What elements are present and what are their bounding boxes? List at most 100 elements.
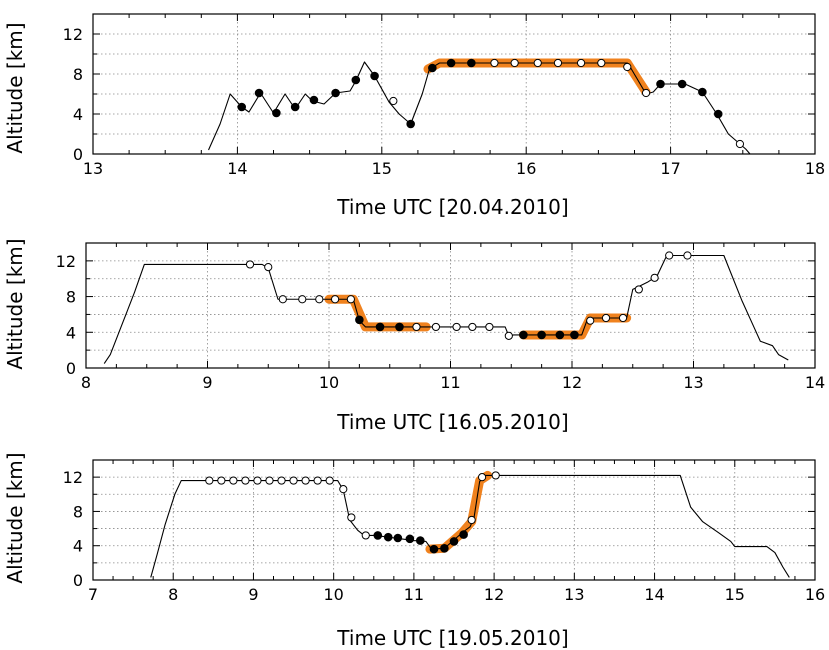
panel-1-open-marker (389, 96, 398, 106)
panel-1-chart: Altitude [km] Time UTC [20.04.2010] 13 14… (3, 13, 825, 219)
panel-3-filled-marker (393, 533, 403, 543)
panel-3-open-marker (241, 476, 250, 485)
panel-3-x-tick-label: 7 (88, 585, 98, 604)
panel-2-open-marker (412, 322, 421, 332)
panel-2-x-tick-label: 8 (81, 373, 91, 392)
panel-3-open-marker (229, 476, 238, 485)
panel-1-filled-marker (272, 108, 281, 118)
panel-1-y-axis-label: Altitude [km] (3, 22, 27, 153)
panel-1-x-tick-label: 17 (660, 159, 680, 178)
panel-1-altitude-line (208, 61, 751, 155)
panel-3-x-tick-label: 11 (404, 585, 424, 604)
panel-2-x-tick-label: 14 (805, 373, 825, 392)
panel-3-x-tick-label: 9 (248, 585, 258, 604)
panel-3-y-axis-label: Altitude [km] (3, 452, 27, 583)
panel-2-open-marker (278, 295, 287, 304)
panel-1-x-tick-label: 18 (805, 159, 825, 178)
panel-2-open-marker (683, 251, 692, 260)
panel-3-open-marker (217, 476, 226, 485)
panel-3-open-marker (313, 476, 322, 485)
panel-2-open-marker (330, 295, 340, 304)
panel-2-open-marker (468, 322, 477, 332)
panel-3-open-marker (253, 476, 262, 485)
panel-1-open-marker (490, 58, 499, 68)
panel-1-filled-marker (698, 87, 707, 97)
panel-3-y-tick-label: 12 (63, 468, 83, 487)
panel-2-filled-marker (537, 330, 546, 340)
panel-1-y-tick-label: 4 (73, 105, 83, 124)
panel-3-grid (93, 460, 815, 580)
panel-2-ticks: 8 9 10 11 12 13 14 0 4 8 12 (56, 242, 825, 392)
panel-1-open-marker (597, 58, 606, 68)
panel-3-x-tick-label: 13 (564, 585, 584, 604)
panel-2-x-tick-label: 12 (562, 373, 582, 392)
panel-3-y-tick-label: 4 (73, 537, 83, 556)
panel-2-y-tick-label: 12 (56, 252, 76, 271)
panel-3-x-tick-label: 12 (484, 585, 504, 604)
panel-2-x-tick-label: 13 (683, 373, 703, 392)
panel-3-filled-marker (405, 534, 415, 544)
panel-1-filled-marker (331, 88, 340, 98)
panel-3-chart: Altitude [km] Time UTC [19.05.2010] 7 8 9 1… (3, 452, 825, 650)
panel-2-open-marker (346, 295, 355, 304)
panel-1-y-tick-label: 0 (73, 145, 83, 164)
panel-1-ticks: 13 14 15 16 17 18 0 4 8 12 (63, 13, 825, 178)
panel-3-open-marker (467, 515, 476, 525)
panel-2-chart: Altitude [km] Time UTC [16.05.2010] 8 9 10… (3, 238, 825, 434)
panel-3-open-marker (361, 531, 370, 540)
panel-3-x-tick-label: 16 (805, 585, 825, 604)
panel-1-open-marker (735, 139, 745, 149)
panel-2-y-tick-label: 8 (66, 288, 76, 307)
panel-1-filled-marker (309, 95, 319, 105)
panel-1-x-tick-label: 14 (227, 159, 247, 178)
panel-2-x-axis-label: Time UTC [16.05.2010] (336, 410, 568, 434)
panel-2-open-marker (452, 322, 461, 332)
panel-2-x-tick-label: 10 (319, 373, 339, 392)
panel-2-open-marker (586, 316, 595, 325)
panel-3-open-marker (265, 476, 274, 485)
panel-3-ticks: 7 8 9 10 11 12 13 14 15 16 0 4 8 12 (63, 459, 825, 604)
panel-3-open-marker (205, 476, 214, 485)
panel-3-open-marker (301, 476, 310, 485)
panel-2-open-marker (665, 251, 674, 260)
panel-3-x-tick-label: 10 (323, 585, 343, 604)
panel-1-x-tick-label: 13 (83, 159, 103, 178)
panel-1-filled-marker (254, 88, 264, 98)
panel-2-highlight-segment (324, 294, 431, 332)
panel-3-y-tick-label: 8 (73, 502, 83, 521)
panel-1-filled-marker (237, 102, 247, 112)
panel-2-open-marker (650, 273, 659, 282)
panel-2-open-marker (245, 260, 255, 269)
panel-1-filled-marker (677, 79, 687, 89)
panel-2-y-tick-label: 0 (66, 359, 76, 378)
panel-1-y-tick-label: 8 (73, 65, 83, 84)
panel-3-x-tick-label: 15 (725, 585, 745, 604)
panel-1-filled-marker (290, 102, 300, 112)
panel-2-filled-marker (375, 322, 385, 332)
panel-3-x-tick-label: 14 (644, 585, 664, 604)
panel-3-filled-marker (383, 532, 393, 542)
panel-1-open-marker (533, 58, 542, 68)
panel-2-y-tick-label: 4 (66, 323, 76, 342)
panel-2-x-tick-label: 9 (202, 373, 212, 392)
panel-1-frame (92, 13, 816, 155)
panel-3-y-tick-label: 0 (73, 571, 83, 590)
panel-2-open-marker (601, 313, 611, 323)
panel-2-filled-marker (570, 330, 579, 340)
panel-2-open-marker (634, 285, 643, 294)
panel-2-altitude-line (103, 254, 789, 364)
panel-2-open-marker (431, 322, 441, 332)
panel-2-open-marker (264, 263, 273, 272)
panel-3-filled-marker (416, 536, 425, 545)
panel-2-open-marker (504, 331, 513, 340)
panel-2-open-marker (315, 295, 324, 304)
panel-3-open-marker (289, 476, 298, 485)
panel-2-open-marker (485, 322, 494, 332)
panel-3-open-marker (491, 471, 500, 480)
panel-1-x-tick-label: 15 (372, 159, 392, 178)
panel-1-filled-marker (370, 71, 379, 81)
panel-3-frame (92, 459, 816, 581)
panel-3-x-axis-label: Time UTC [19.05.2010] (336, 626, 568, 650)
panel-2-grid (86, 243, 815, 368)
